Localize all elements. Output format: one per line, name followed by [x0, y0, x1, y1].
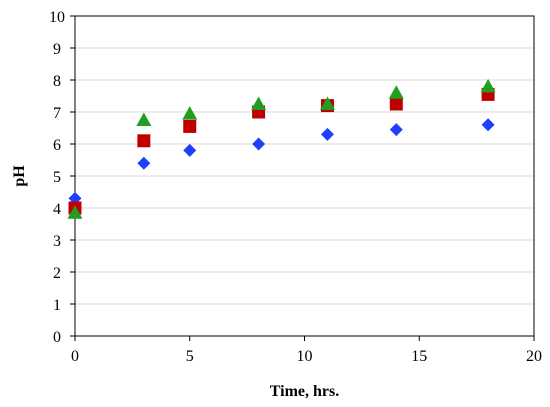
square-point [389, 97, 403, 111]
y-axis-title: pH [11, 165, 28, 187]
square-point [183, 119, 197, 133]
y-tick-label: 9 [53, 41, 61, 58]
triangle-point [136, 112, 152, 126]
y-tick-label: 7 [53, 105, 61, 122]
x-tick-label: 5 [186, 348, 194, 365]
x-axis-ticks: 0 5 10 15 20 [71, 336, 542, 365]
y-axis-ticks: 0 1 2 3 4 5 6 7 8 9 10 [49, 9, 75, 346]
diamond-point [389, 123, 403, 137]
y-tick-label: 0 [53, 329, 61, 346]
diamond-point [320, 127, 334, 141]
x-tick-label: 20 [526, 348, 542, 365]
x-tick-label: 15 [411, 348, 427, 365]
y-tick-label: 1 [53, 297, 61, 314]
diamond-point [252, 137, 266, 151]
square-point [137, 134, 151, 148]
data-points [67, 78, 496, 219]
y-tick-label: 4 [53, 201, 61, 218]
triangle-point [67, 205, 83, 219]
x-tick-label: 10 [297, 348, 313, 365]
triangle-point [251, 96, 267, 110]
gridlines [75, 15, 534, 337]
y-tick-label: 2 [53, 265, 61, 282]
y-tick-label: 6 [53, 137, 61, 154]
x-axis-title: Time, hrs. [270, 383, 339, 400]
x-tick-label: 0 [71, 348, 79, 365]
y-tick-label: 5 [53, 169, 61, 186]
diamond-point [183, 143, 197, 157]
y-tick-label: 8 [53, 73, 61, 90]
triangle-point [182, 106, 198, 120]
triangle-point [480, 78, 496, 93]
y-tick-label: 10 [49, 9, 65, 26]
diamond-point [137, 156, 151, 170]
triangle-point [388, 85, 404, 99]
triangle-point [319, 96, 335, 110]
y-tick-label: 3 [53, 233, 61, 250]
diamond-point [481, 118, 495, 132]
